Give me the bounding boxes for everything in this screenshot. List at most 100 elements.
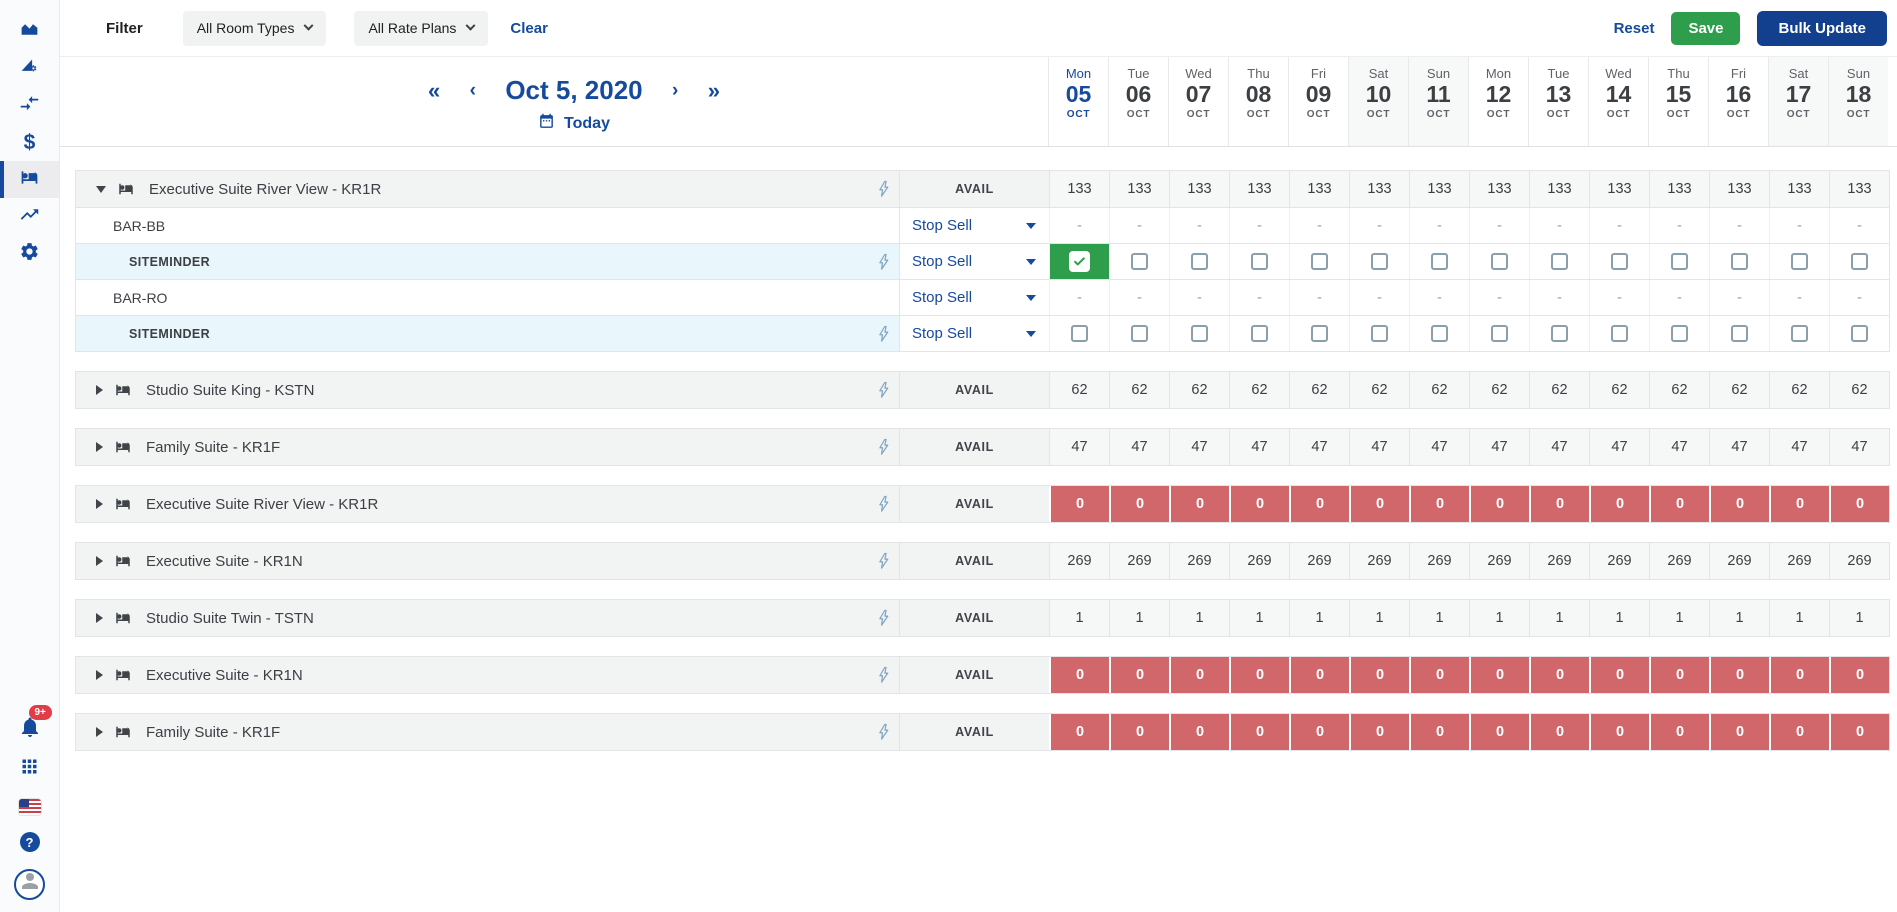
- room-type-header[interactable]: Studio Suite King - KSTN: [76, 372, 899, 408]
- reset-button[interactable]: Reset: [1613, 19, 1655, 37]
- room-type-header[interactable]: Studio Suite Twin - TSTN: [76, 600, 899, 636]
- checkbox-unchecked[interactable]: [1131, 325, 1148, 342]
- date-column[interactable]: Fri 09 OCT: [1288, 57, 1348, 146]
- date-column[interactable]: Tue 13 OCT: [1528, 57, 1588, 146]
- save-button[interactable]: Save: [1671, 11, 1741, 45]
- flash-icon[interactable]: [875, 723, 893, 741]
- checkbox-unchecked[interactable]: [1251, 325, 1268, 342]
- date-column[interactable]: Mon 12 OCT: [1468, 57, 1528, 146]
- date-column[interactable]: Thu 08 OCT: [1228, 57, 1288, 146]
- apps-grid-button[interactable]: [19, 756, 40, 782]
- room-type-header[interactable]: Family Suite - KR1F: [76, 429, 899, 465]
- stop-sell-dropdown[interactable]: Stop Sell: [899, 316, 1049, 351]
- sidebar-item-rooms[interactable]: [0, 161, 59, 198]
- checkbox-unchecked[interactable]: [1551, 325, 1568, 342]
- date-column[interactable]: Sun 11 OCT: [1408, 57, 1468, 146]
- checkbox-unchecked[interactable]: [1371, 325, 1388, 342]
- flash-icon[interactable]: [875, 666, 893, 684]
- checkbox-unchecked[interactable]: [1491, 325, 1508, 342]
- sidebar-item-settings[interactable]: [0, 235, 59, 272]
- checkbox-unchecked[interactable]: [1551, 253, 1568, 270]
- bulk-update-button[interactable]: Bulk Update: [1757, 10, 1887, 46]
- filter-bar: Filter All Room Types All Rate Plans Cle…: [60, 0, 1897, 57]
- first-page-arrow[interactable]: «: [428, 77, 441, 103]
- sidebar-item-trends[interactable]: [0, 198, 59, 235]
- checkbox-unchecked[interactable]: [1371, 253, 1388, 270]
- checkbox-unchecked[interactable]: [1851, 253, 1868, 270]
- date-column[interactable]: Wed 07 OCT: [1168, 57, 1228, 146]
- checkbox-unchecked[interactable]: [1431, 325, 1448, 342]
- expand-caret-icon[interactable]: [96, 727, 103, 737]
- date-column[interactable]: Sat 10 OCT: [1348, 57, 1408, 146]
- date-column[interactable]: Mon 05 OCT: [1048, 57, 1108, 146]
- prev-arrow[interactable]: ‹: [469, 80, 476, 101]
- date-column[interactable]: Fri 16 OCT: [1708, 57, 1768, 146]
- expand-caret-icon[interactable]: [96, 499, 103, 509]
- date-column[interactable]: Sat 17 OCT: [1768, 57, 1828, 146]
- checkbox-unchecked[interactable]: [1671, 325, 1688, 342]
- stop-sell-dropdown[interactable]: Stop Sell: [899, 280, 1049, 315]
- checkbox-unchecked[interactable]: [1791, 253, 1808, 270]
- checkbox-unchecked[interactable]: [1431, 253, 1448, 270]
- flash-icon[interactable]: [875, 438, 893, 456]
- checkbox-unchecked[interactable]: [1131, 253, 1148, 270]
- last-page-arrow[interactable]: »: [707, 77, 720, 103]
- checkbox-unchecked[interactable]: [1611, 325, 1628, 342]
- sidebar-item-pricing[interactable]: $: [0, 124, 59, 161]
- avail-value-cell: 269: [1769, 543, 1829, 579]
- checkbox-unchecked[interactable]: [1791, 325, 1808, 342]
- rate-plans-dropdown[interactable]: All Rate Plans: [354, 10, 489, 46]
- checkbox-unchecked[interactable]: [1071, 325, 1088, 342]
- user-avatar[interactable]: [14, 869, 45, 900]
- flash-icon[interactable]: [875, 180, 893, 198]
- date-column[interactable]: Tue 06 OCT: [1108, 57, 1168, 146]
- checkbox-unchecked[interactable]: [1311, 325, 1328, 342]
- sidebar-item-distribution[interactable]: [0, 87, 59, 124]
- flash-icon[interactable]: [875, 381, 893, 399]
- expand-caret-icon[interactable]: [96, 442, 103, 452]
- expand-caret-icon[interactable]: [96, 670, 103, 680]
- checkbox-unchecked[interactable]: [1851, 325, 1868, 342]
- date-dow: Tue: [1127, 66, 1150, 81]
- checkbox-unchecked[interactable]: [1191, 325, 1208, 342]
- date-column[interactable]: Thu 15 OCT: [1648, 57, 1708, 146]
- checkbox-unchecked[interactable]: [1671, 253, 1688, 270]
- checkbox-unchecked[interactable]: [1191, 253, 1208, 270]
- stop-sell-dropdown[interactable]: Stop Sell: [899, 244, 1049, 279]
- expand-caret-icon[interactable]: [96, 613, 103, 623]
- expand-caret-icon[interactable]: [96, 385, 103, 395]
- sidebar-item-rate-setup[interactable]: [0, 50, 59, 87]
- room-type-header[interactable]: Executive Suite River View - KR1R: [76, 171, 899, 207]
- notifications-button[interactable]: 9+: [18, 705, 52, 739]
- flash-icon[interactable]: [875, 495, 893, 513]
- checkbox-checked[interactable]: [1069, 251, 1090, 272]
- expand-caret-icon[interactable]: [96, 556, 103, 566]
- date-column[interactable]: Sun 18 OCT: [1828, 57, 1888, 146]
- checkbox-unchecked[interactable]: [1731, 253, 1748, 270]
- checkbox-unchecked[interactable]: [1311, 253, 1328, 270]
- checkbox-unchecked[interactable]: [1611, 253, 1628, 270]
- room-type-header[interactable]: Executive Suite - KR1N: [76, 543, 899, 579]
- flash-icon[interactable]: [875, 609, 893, 627]
- help-button[interactable]: ?: [19, 832, 40, 852]
- avail-value-cell: 133: [1709, 171, 1769, 207]
- room-type-header[interactable]: Executive Suite - KR1N: [76, 657, 899, 693]
- room-type-header[interactable]: Executive Suite River View - KR1R: [76, 486, 899, 522]
- flash-icon[interactable]: [875, 253, 893, 271]
- today-button[interactable]: Today: [428, 113, 720, 135]
- sidebar-item-performance[interactable]: [0, 13, 59, 50]
- flash-icon[interactable]: [875, 325, 893, 343]
- flash-icon[interactable]: [875, 552, 893, 570]
- next-arrow[interactable]: ›: [672, 80, 679, 101]
- room-types-dropdown[interactable]: All Room Types: [182, 10, 327, 46]
- date-column[interactable]: Wed 14 OCT: [1588, 57, 1648, 146]
- room-type-header[interactable]: Family Suite - KR1F: [76, 714, 899, 750]
- current-date[interactable]: Oct 5, 2020: [505, 75, 643, 105]
- checkbox-unchecked[interactable]: [1491, 253, 1508, 270]
- checkbox-unchecked[interactable]: [1251, 253, 1268, 270]
- clear-filters-link[interactable]: Clear: [510, 19, 548, 37]
- checkbox-unchecked[interactable]: [1731, 325, 1748, 342]
- collapse-caret-icon[interactable]: [96, 185, 106, 193]
- language-flag-button[interactable]: [18, 799, 41, 815]
- stop-sell-dropdown[interactable]: Stop Sell: [899, 208, 1049, 243]
